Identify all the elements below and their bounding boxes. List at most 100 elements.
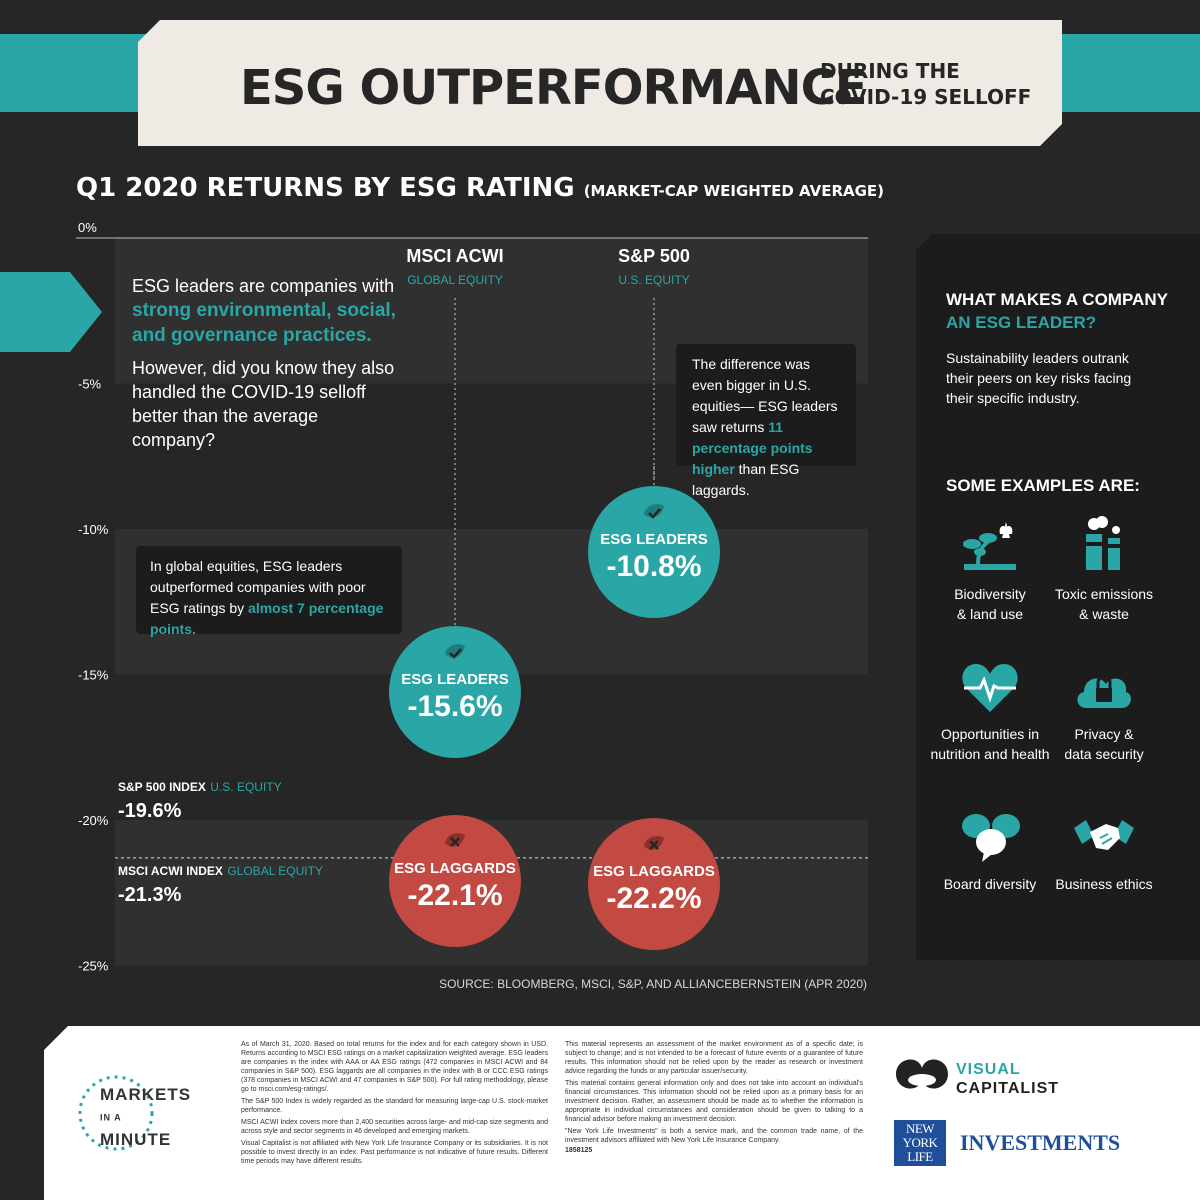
bubble-sp500-esg-laggards: ESG LAGGARDS -22.2% bbox=[588, 818, 720, 951]
visual-capitalist-logo-icon bbox=[896, 1059, 948, 1089]
intro-question: However, did you know they also handled … bbox=[132, 358, 395, 450]
intro-line: ESG leaders are companies with bbox=[132, 276, 395, 296]
bubble-label: ESG LAGGARDS bbox=[593, 863, 715, 881]
example-biodiversity: Biodiversity & land use bbox=[930, 512, 1050, 624]
y-tick-label: -5% bbox=[78, 377, 102, 392]
example-label: Board diversity bbox=[943, 876, 1037, 892]
page-title: ESG OUTPERFORMANCE bbox=[240, 60, 868, 116]
example-label-2: nutrition and health bbox=[930, 746, 1050, 762]
chart-title: Q1 2020 RETURNS BY ESG RATING (MARKET-CA… bbox=[76, 173, 884, 203]
example-label: Business ethics bbox=[1055, 876, 1153, 892]
bubble-msci-esg-leaders: ESG LEADERS -15.6% bbox=[389, 625, 521, 758]
y-tick-label: -20% bbox=[78, 813, 109, 828]
title-banner bbox=[138, 20, 1062, 146]
intro-highlight: strong environmental, social, and govern… bbox=[132, 300, 396, 346]
markets-in-a-minute-logo: MARKETS IN A MINUTE bbox=[100, 1084, 191, 1151]
bubble-value: -10.8% bbox=[606, 550, 702, 584]
leaf-check-icon bbox=[445, 644, 465, 659]
subtitle-line-2: COVID-19 SELLOFF bbox=[820, 85, 1032, 109]
examples-title: SOME EXAMPLES ARE: bbox=[946, 476, 1140, 495]
intro-arrow-marker bbox=[0, 272, 102, 352]
source-note: SOURCE: BLOOMBERG, MSCI, S&P, AND ALLIAN… bbox=[439, 977, 867, 991]
example-label: Opportunities in bbox=[940, 726, 1040, 742]
column-sub: U.S. EQUITY bbox=[618, 273, 690, 287]
y-tick-label: 0% bbox=[78, 220, 97, 235]
callout-us-equities: The difference was even bigger in U.S. e… bbox=[676, 344, 856, 498]
example-toxic-emissions: Toxic emissions & waste bbox=[1044, 512, 1164, 624]
page-subtitle: DURING THE COVID-19 SELLOFF bbox=[820, 58, 1031, 110]
example-label: Privacy & bbox=[1074, 726, 1134, 742]
example-label: Biodiversity bbox=[954, 586, 1026, 602]
callout-us-tail: than ESG laggards. bbox=[692, 461, 800, 498]
callout-us-highlight: 11 percentage points higher bbox=[692, 419, 813, 477]
new-york-life-logo: NEW YORK LIFE bbox=[894, 1120, 946, 1166]
speech-bubbles-icon bbox=[962, 814, 1020, 862]
callout-us-text: The difference was even bigger in U.S. e… bbox=[692, 356, 838, 435]
logo-line-1: MARKETS bbox=[100, 1085, 192, 1104]
footnote: As of March 31, 2020. Based on total ret… bbox=[241, 1041, 548, 1093]
footnote: Visual Capitalist is not affiliated with… bbox=[241, 1140, 548, 1165]
leaf-check-icon bbox=[644, 504, 664, 520]
bubble-value: -15.6% bbox=[407, 689, 503, 723]
sidebar-heading-line1: WHAT MAKES A COMPANY bbox=[946, 290, 1168, 309]
example-business-ethics: Business ethics bbox=[1044, 810, 1164, 894]
sidebar-heading-line2: AN ESG LEADER? bbox=[946, 313, 1097, 332]
logo-line-2: CAPITALIST bbox=[956, 1080, 1060, 1097]
example-label: Toxic emissions bbox=[1054, 586, 1154, 602]
index-sub: GLOBAL EQUITY bbox=[227, 863, 323, 878]
msci-acwi-index-label: MSCI ACWI INDEX GLOBAL EQUITY -21.3% bbox=[118, 862, 323, 907]
callout-global-equities: In global equities, ESG leaders outperfo… bbox=[136, 546, 402, 637]
bubble-label: ESG LEADERS bbox=[401, 670, 509, 688]
chart-title-note: (MARKET-CAP WEIGHTED AVERAGE) bbox=[583, 182, 885, 200]
footnote: This material contains general informati… bbox=[565, 1080, 863, 1123]
y-tick-label: -25% bbox=[78, 959, 109, 974]
bubble-sp500-esg-leaders: ESG LEADERS -10.8% bbox=[588, 486, 720, 619]
footnote-code: 1858125 bbox=[565, 1147, 593, 1154]
bubble-value: -22.2% bbox=[606, 882, 702, 916]
index-name: S&P 500 INDEX bbox=[118, 780, 206, 795]
example-privacy-security: Privacy & data security bbox=[1044, 660, 1164, 764]
sp500-index-label: S&P 500 INDEX U.S. EQUITY -19.6% bbox=[118, 778, 282, 823]
bubble-msci-esg-laggards: ESG LAGGARDS -22.1% bbox=[389, 815, 521, 948]
y-tick-label: -10% bbox=[78, 522, 109, 537]
chart-title-main: Q1 2020 RETURNS BY ESG RATING bbox=[76, 173, 575, 203]
index-name: MSCI ACWI INDEX bbox=[118, 863, 223, 878]
footer-panel bbox=[44, 1026, 1200, 1200]
markets-in-a-minute-logo-ring bbox=[78, 1075, 154, 1151]
plant-icon bbox=[963, 522, 1016, 570]
column-header-msci-acwi: MSCI ACWI GLOBAL EQUITY bbox=[375, 246, 535, 287]
example-label-2: data security bbox=[1064, 746, 1144, 762]
heart-icon bbox=[962, 664, 1018, 712]
footnotes-column-2: This material represents an assessment o… bbox=[565, 1040, 863, 1155]
example-label-2: & land use bbox=[956, 606, 1024, 622]
leaf-x-icon bbox=[445, 833, 465, 848]
example-board-diversity: Board diversity bbox=[930, 810, 1050, 894]
intro-text: ESG leaders are companies with strong en… bbox=[132, 274, 402, 460]
footnote: The S&P 500 Index is widely regarded as … bbox=[241, 1098, 548, 1114]
y-tick-label: -15% bbox=[78, 668, 109, 683]
column-header-sp500: S&P 500 U.S. EQUITY bbox=[574, 246, 734, 287]
logo-line-1: VISUAL bbox=[956, 1061, 1021, 1078]
leaf-x-icon bbox=[644, 836, 664, 850]
subtitle-line-1: DURING THE bbox=[820, 59, 960, 83]
logo-line-2: IN A bbox=[100, 1112, 122, 1123]
new-york-life-investments-wordmark: INVESTMENTS bbox=[960, 1130, 1121, 1155]
footnote: This material represents an assessment o… bbox=[565, 1041, 863, 1075]
index-value: -19.6% bbox=[118, 800, 182, 823]
callout-global-text: In global equities, ESG leaders outperfo… bbox=[150, 558, 366, 616]
sidebar-panel bbox=[916, 234, 1200, 960]
factory-icon bbox=[1086, 516, 1120, 570]
footnote: MSCI ACWI Index covers more than 2,400 s… bbox=[241, 1119, 548, 1135]
footnotes-column-1: As of March 31, 2020. Based on total ret… bbox=[241, 1040, 548, 1166]
sidebar-heading: WHAT MAKES A COMPANY AN ESG LEADER? bbox=[946, 288, 1168, 334]
example-label-2: & waste bbox=[1079, 606, 1129, 622]
handshake-icon bbox=[1074, 820, 1134, 850]
lock-cloud-icon bbox=[1077, 676, 1131, 708]
bubble-value: -22.1% bbox=[407, 879, 503, 913]
index-value: -21.3% bbox=[118, 883, 182, 906]
footnote: "New York Life Investments" is both a se… bbox=[565, 1128, 863, 1144]
column-sub: GLOBAL EQUITY bbox=[407, 273, 503, 287]
sidebar-description: Sustainability leaders outrank their pee… bbox=[946, 350, 1132, 406]
callout-global-highlight: almost 7 percentage points. bbox=[150, 600, 384, 637]
visual-capitalist-logo: VISUAL CAPITALIST bbox=[956, 1060, 1059, 1098]
